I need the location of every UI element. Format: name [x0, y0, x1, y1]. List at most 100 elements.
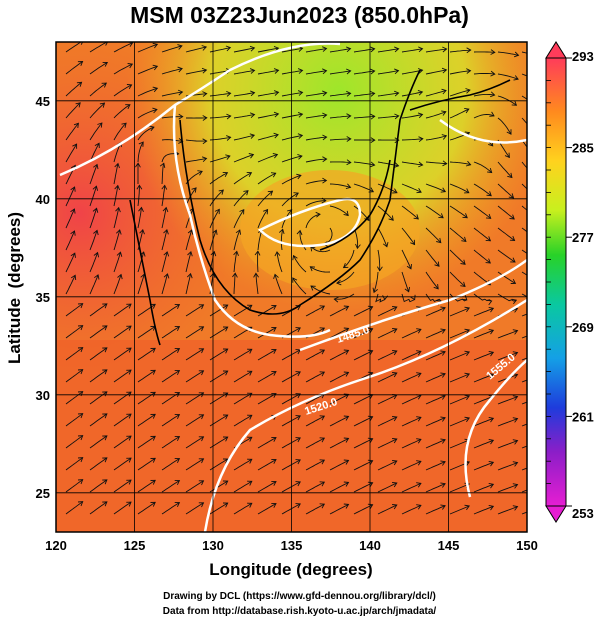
- streamline: [425, 439, 446, 449]
- streamline-arrowhead: [247, 414, 253, 420]
- streamline: [257, 437, 277, 449]
- y-tick-label: 30: [36, 388, 50, 403]
- streamline: [377, 504, 397, 515]
- streamline-arrowhead: [226, 135, 232, 141]
- streamline: [305, 437, 325, 449]
- streamline-arrowhead: [394, 113, 400, 120]
- streamline: [449, 329, 470, 339]
- streamline-arrowhead: [97, 122, 103, 128]
- streamline: [161, 414, 180, 427]
- streamline-arrowhead: [511, 298, 518, 305]
- streamline: [377, 482, 397, 493]
- streamline: [329, 328, 349, 339]
- streamline: [161, 348, 180, 361]
- streamline: [161, 68, 183, 75]
- streamline: [65, 325, 83, 339]
- streamline: [497, 117, 512, 135]
- streamline: [449, 227, 467, 242]
- streamline-arrowhead: [222, 171, 229, 178]
- streamline: [401, 504, 422, 515]
- streamline: [425, 307, 446, 317]
- streamline-arrowhead: [271, 502, 277, 508]
- streamline: [161, 326, 180, 339]
- streamline-arrowhead: [187, 250, 193, 257]
- streamline: [137, 65, 158, 75]
- streamline-arrowhead: [486, 191, 492, 197]
- streamline-arrowhead: [225, 154, 231, 160]
- streamline-arrowhead: [150, 347, 156, 353]
- streamline-arrowhead: [163, 228, 169, 235]
- streamline-arrowhead: [174, 436, 181, 441]
- streamline-arrowhead: [149, 125, 155, 132]
- streamline: [137, 501, 156, 515]
- streamline-arrowhead: [247, 458, 253, 464]
- streamline-arrowhead: [533, 194, 538, 198]
- streamline: [521, 379, 527, 383]
- streamline: [137, 303, 156, 317]
- streamline: [449, 417, 470, 427]
- streamline-arrowhead: [488, 438, 495, 445]
- streamline: [89, 435, 108, 449]
- streamline: [161, 370, 180, 383]
- streamline-arrowhead: [343, 415, 350, 421]
- streamline: [521, 271, 527, 276]
- streamline: [521, 183, 527, 190]
- streamline: [185, 304, 204, 317]
- streamline-arrowhead: [417, 68, 424, 74]
- streamline-arrowhead: [152, 86, 159, 93]
- streamline-arrowhead: [77, 479, 84, 485]
- streamline-arrowhead: [297, 68, 304, 74]
- streamline: [305, 481, 325, 493]
- y-axis: 25 30 35 40 45: [36, 94, 50, 501]
- streamline-arrowhead: [508, 193, 515, 199]
- y-tick-label: 40: [36, 192, 50, 207]
- streamline-arrowhead: [509, 214, 515, 220]
- streamline-arrowhead: [271, 392, 277, 398]
- streamline-arrowhead: [77, 435, 84, 441]
- streamline: [497, 161, 513, 178]
- streamline: [161, 436, 180, 449]
- streamline-arrowhead: [77, 369, 84, 375]
- streamline: [185, 208, 194, 229]
- streamline-arrowhead: [392, 438, 398, 444]
- streamline: [329, 438, 349, 449]
- streamline: [257, 371, 277, 383]
- streamline-arrowhead: [370, 161, 376, 168]
- streamline: [305, 200, 326, 207]
- streamline-arrowhead: [222, 458, 229, 464]
- x-tick-label: 130: [202, 538, 224, 553]
- streamline: [425, 483, 446, 493]
- streamline-arrowhead: [418, 136, 424, 143]
- streamline: [425, 161, 447, 165]
- streamline-arrowhead: [319, 503, 326, 509]
- streamline-arrowhead: [322, 46, 328, 52]
- streamline: [377, 249, 381, 271]
- streamline: [521, 205, 527, 211]
- colorbar-tick-label: 261: [572, 409, 594, 424]
- streamline-arrowhead: [214, 208, 220, 215]
- streamline-arrowhead: [225, 45, 232, 52]
- streamline-arrowhead: [248, 153, 255, 159]
- streamline-arrowhead: [102, 369, 108, 375]
- streamline: [353, 328, 373, 339]
- streamline: [425, 227, 442, 243]
- streamline-arrowhead: [513, 75, 519, 81]
- streamline-arrowhead: [464, 372, 470, 379]
- streamline-arrowhead: [418, 46, 424, 53]
- streamline: [113, 42, 133, 53]
- streamline-arrowhead: [394, 137, 400, 144]
- streamline-arrowhead: [370, 68, 376, 75]
- streamline-arrowhead: [271, 370, 277, 376]
- streamline: [521, 335, 527, 339]
- streamline-arrowhead: [322, 90, 328, 97]
- streamline-arrowhead: [343, 371, 350, 377]
- streamline-arrowhead: [99, 102, 106, 108]
- streamline-arrowhead: [461, 236, 467, 242]
- streamline: [497, 227, 515, 241]
- streamline: [113, 413, 132, 427]
- streamline-arrowhead: [270, 172, 277, 178]
- streamline: [161, 229, 168, 251]
- streamline-arrowhead: [102, 479, 108, 485]
- streamline-arrowhead: [243, 190, 249, 196]
